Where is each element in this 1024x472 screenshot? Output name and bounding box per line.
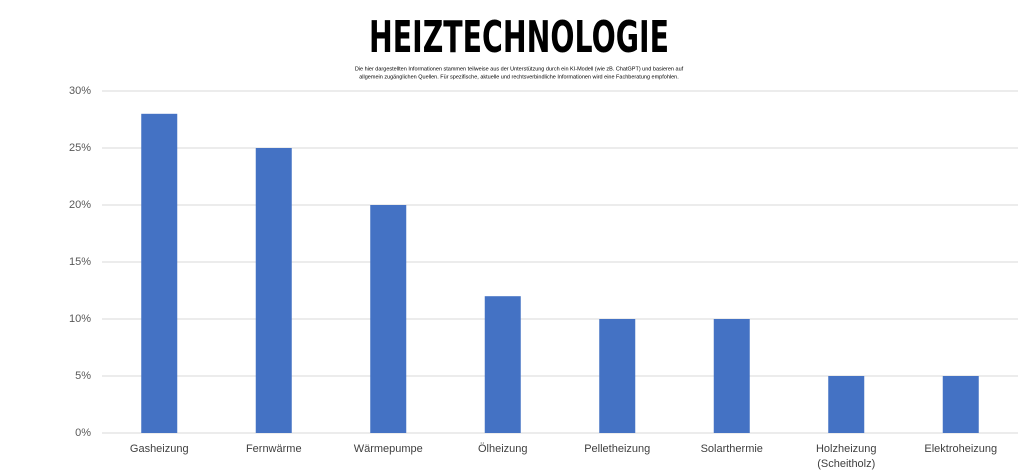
x-tick-label: Pelletheizung <box>584 443 651 455</box>
bar <box>828 376 865 433</box>
bar <box>255 148 292 433</box>
x-tick-label: Holzheizung (Scheitholz) <box>815 443 877 470</box>
bar <box>141 113 178 434</box>
x-tick-label: Wärmepumpe <box>353 443 423 455</box>
chart-subtitle: Die hier dargestellten Informationen sta… <box>355 66 684 72</box>
x-tick-label: Fernwärme <box>245 443 302 455</box>
y-tick-label: 5% <box>75 370 91 382</box>
chart-subtitle: allgemein zugänglichen Quellen. Für spez… <box>359 74 679 80</box>
x-tick-label: Ölheizung <box>477 443 528 455</box>
bar <box>942 376 979 433</box>
bar <box>599 319 636 433</box>
bar <box>713 319 750 433</box>
y-tick-label: 0% <box>75 427 91 439</box>
x-tick-label: Elektroheizung <box>924 443 998 455</box>
x-tick-label: Solarthermie <box>700 443 763 455</box>
bar <box>370 205 407 433</box>
y-tick-label: 10% <box>69 313 91 325</box>
y-tick-label: 20% <box>69 199 91 211</box>
x-tick-label: Gasheizung <box>129 443 189 455</box>
bar <box>484 296 521 433</box>
y-tick-label: 25% <box>69 142 91 154</box>
y-tick-label: 30% <box>69 85 91 97</box>
chart-title: HEIZTECHNOLOGIE <box>369 12 669 63</box>
y-tick-label: 15% <box>69 256 91 268</box>
